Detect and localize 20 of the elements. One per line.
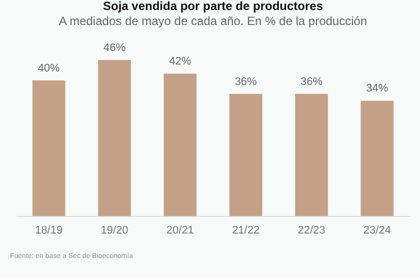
bar xyxy=(229,94,262,216)
data-label: 42% xyxy=(169,56,192,68)
data-label: 36% xyxy=(300,76,323,88)
bar xyxy=(32,80,66,216)
bar xyxy=(295,94,328,216)
data-label: 40% xyxy=(38,62,60,74)
data-label: 36% xyxy=(234,76,258,88)
x-tick-label: 23/24 xyxy=(363,224,391,236)
x-tick-label: 18/19 xyxy=(35,224,63,236)
chart-title: Soja vendida por parte de productores xyxy=(102,0,324,13)
bar xyxy=(98,60,131,216)
x-tick-label: 22/23 xyxy=(298,224,326,236)
chart-subtitle: A mediados de mayo de cada año. En % de la producción xyxy=(58,14,368,28)
x-tick-label: 21/22 xyxy=(232,224,260,236)
x-tick-label: 20/21 xyxy=(166,224,194,236)
x-tick-label: 19/20 xyxy=(100,224,128,236)
bar xyxy=(360,100,394,216)
bar xyxy=(164,74,197,216)
data-label: 46% xyxy=(103,42,126,54)
data-label: 34% xyxy=(366,82,388,95)
